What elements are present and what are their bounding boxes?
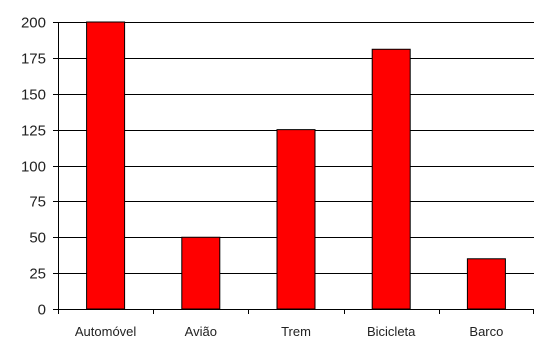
- y-tick-label: 0: [38, 302, 46, 319]
- bar-3: [371, 48, 411, 310]
- y-tick-label: 100: [21, 159, 46, 176]
- y-tick-label: 175: [21, 51, 46, 68]
- x-tick-label: Barco: [469, 324, 503, 339]
- y-tick-label: 50: [29, 230, 46, 247]
- y-tick-label: 125: [21, 123, 46, 140]
- x-tick-label: Automóvel: [75, 324, 137, 339]
- bar-4: [466, 258, 506, 310]
- y-tick-label: 25: [29, 266, 46, 283]
- bar-2: [276, 129, 316, 310]
- bar-0: [86, 21, 126, 310]
- y-tick-label: 200: [21, 15, 46, 32]
- y-tick-labels: 0 25 50 75 100 125 150 175 200: [21, 15, 46, 319]
- x-tick-label: Avião: [185, 324, 217, 339]
- bars: [86, 21, 506, 310]
- x-tick-labels: Automóvel Avião Trem Bicicleta Barco: [75, 324, 503, 339]
- bar-1: [181, 236, 221, 310]
- y-tick-label: 75: [29, 194, 46, 211]
- x-tick-label: Trem: [281, 324, 311, 339]
- y-tick-label: 150: [21, 87, 46, 104]
- x-tick-label: Bicicleta: [367, 324, 416, 339]
